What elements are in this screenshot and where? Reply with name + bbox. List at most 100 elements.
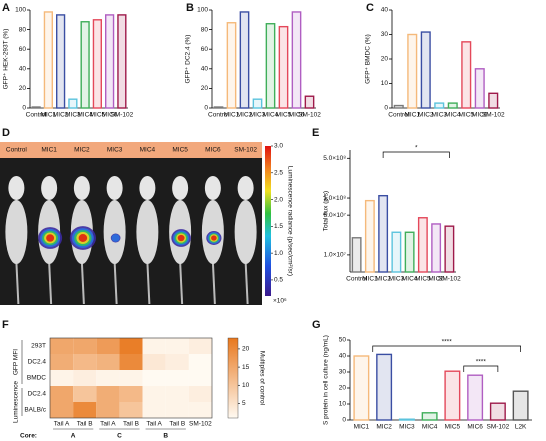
signal-blob	[46, 234, 55, 242]
mouse-head	[172, 176, 189, 200]
bar	[393, 104, 404, 109]
signal-blob	[78, 234, 88, 242]
y-axis-label: S protein in cell culture (ng/mL)	[323, 335, 330, 425]
panel-letter: A	[2, 2, 10, 14]
x-tick-label: SM-102	[486, 424, 509, 431]
y-tick-label: 80	[19, 26, 27, 33]
panel-letter: C	[366, 2, 374, 14]
y-axis-label: Total flux (p/s)	[323, 191, 330, 231]
bar	[444, 225, 455, 273]
x-tick-label: MIC5	[90, 112, 106, 119]
heatmap-cell	[188, 370, 212, 386]
bar	[364, 199, 375, 273]
x-tick-label: L2K	[515, 424, 527, 431]
heatmap-cell	[119, 370, 143, 386]
y-tick-label: 1.0×10⁷	[324, 252, 347, 259]
heatmap-cell	[142, 370, 166, 386]
mouse-label: MIC5	[172, 147, 188, 154]
y-tick-label: 100	[15, 7, 26, 14]
y-tick-label: 80	[201, 26, 209, 33]
colorbar	[265, 146, 271, 296]
mouse-label: MIC1	[41, 147, 57, 154]
bar	[407, 33, 418, 109]
signal-blob	[211, 235, 217, 241]
x-tick-label: MIC3	[389, 276, 405, 283]
bar	[31, 106, 41, 109]
column-label: Tail B	[77, 421, 93, 428]
mouse-body	[136, 200, 159, 264]
bar	[351, 237, 362, 273]
bar	[252, 98, 263, 109]
y-tick-label: 40	[339, 353, 347, 360]
mouse-tail	[48, 261, 53, 305]
y-tick-label: 0	[204, 105, 208, 112]
heatmap-cell	[142, 386, 166, 402]
bar	[291, 11, 302, 109]
panel-letter: G	[312, 319, 321, 331]
column-label: Tail A	[146, 421, 162, 428]
column-label: Tail B	[123, 421, 139, 428]
x-tick-label: MIC4	[77, 112, 93, 119]
mouse-head	[204, 176, 221, 200]
mouse-head	[73, 176, 90, 200]
colorbar-tick-label: 0.5	[274, 277, 283, 284]
significance-bracket	[372, 345, 521, 352]
y-tick-label: 0	[342, 417, 346, 424]
x-tick-label: MIC1	[41, 112, 57, 119]
row-label: BMDC	[27, 375, 46, 382]
y-tick-label: 10	[339, 401, 347, 408]
signal-blob	[177, 234, 185, 242]
y-tick-label: 20	[339, 385, 347, 392]
mouse-head	[237, 176, 254, 200]
mouse-tail	[80, 261, 85, 305]
bar	[461, 41, 472, 109]
x-tick-label: MIC1	[362, 276, 378, 283]
heatmap-cell	[165, 402, 189, 418]
column-label: SM-102	[189, 421, 212, 428]
x-tick-label: Control	[208, 112, 230, 119]
heatmap-cell	[188, 402, 212, 418]
heatmap-cell	[96, 338, 120, 354]
bar	[417, 217, 428, 273]
x-tick-label: MIC5	[458, 112, 474, 119]
x-tick-label: MIC6	[428, 276, 444, 283]
panel-letter: D	[2, 127, 10, 139]
mouse-label: MIC6	[205, 147, 221, 154]
bar	[213, 106, 224, 109]
x-tick-label: MIC1	[224, 112, 240, 119]
colorbar-tick-label: 2.0	[274, 196, 283, 203]
x-tick-label: Control	[26, 112, 48, 119]
x-tick-label: SM-102	[298, 112, 321, 119]
mouse-tail	[15, 261, 20, 305]
x-tick-label: SM-102	[482, 112, 505, 119]
heatmap-cell	[73, 338, 97, 354]
mouse-tail	[211, 261, 216, 305]
heatmap-cell	[119, 354, 143, 370]
significance-label: ****	[442, 339, 453, 346]
significance-bracket	[463, 365, 499, 372]
colorbar-label: Luminescence radiance (p/sec/cm²/sr)	[286, 166, 293, 276]
bar	[226, 22, 237, 109]
x-tick-label: MIC2	[375, 276, 391, 283]
y-tick-label: 30	[339, 369, 347, 376]
mouse-tail	[113, 261, 118, 305]
heatmap-cell	[165, 354, 189, 370]
panel-letter: E	[312, 127, 319, 139]
bar	[391, 231, 402, 273]
mouse-head	[106, 176, 123, 200]
colorbar-tick-label: 1.0	[274, 250, 283, 257]
bar	[489, 402, 506, 421]
heatmap-cell	[96, 402, 120, 418]
heatmap-cell	[73, 402, 97, 418]
y-tick-label: 0	[22, 105, 26, 112]
bar	[353, 355, 370, 421]
x-tick-label: MIC2	[53, 112, 69, 119]
x-tick-label: MIC3	[65, 112, 81, 119]
x-tick-label: MIC4	[422, 424, 438, 431]
y-tick-label: 60	[201, 46, 209, 53]
x-tick-label: MIC3	[399, 424, 415, 431]
mouse-label: SM-102	[234, 147, 257, 154]
row-group-label: Luminescence	[13, 381, 20, 423]
heatmap-cell	[96, 370, 120, 386]
